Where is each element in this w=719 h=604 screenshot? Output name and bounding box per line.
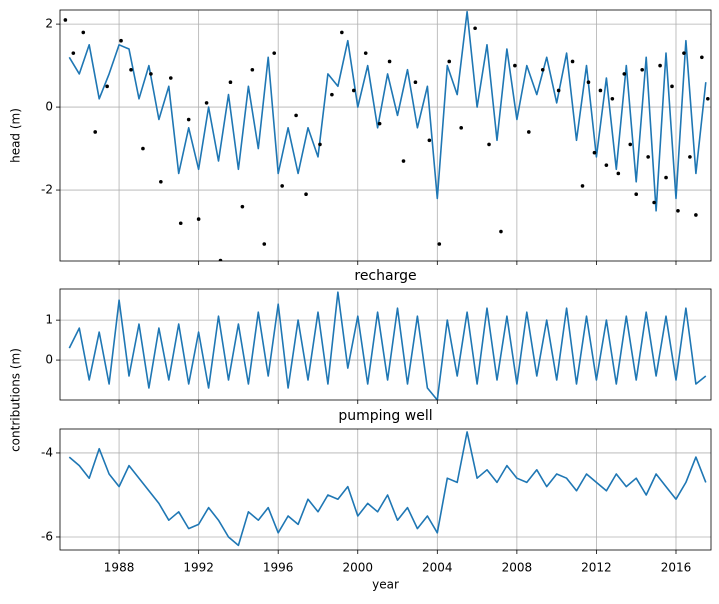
axes-frame	[59, 9, 712, 262]
observation	[682, 51, 686, 55]
observation	[377, 121, 382, 126]
observation	[294, 113, 298, 118]
observation	[527, 130, 531, 134]
observation	[610, 96, 615, 101]
observation	[706, 96, 710, 101]
x-tick-label: 2008	[502, 561, 533, 575]
y-tick-label: -4	[41, 445, 53, 459]
x-tick-label: 2012	[581, 561, 612, 575]
observation	[141, 146, 145, 151]
observation	[250, 67, 255, 72]
observation	[168, 76, 173, 80]
y-tick-label: 1	[45, 313, 53, 327]
observation	[646, 155, 650, 159]
observation	[413, 80, 418, 84]
axes-frame	[59, 428, 712, 551]
observation	[676, 209, 680, 213]
observation	[387, 59, 392, 64]
observation	[427, 138, 432, 143]
observation	[196, 217, 201, 221]
x-axis-label: year	[372, 578, 399, 592]
observation	[556, 88, 561, 93]
observation	[694, 213, 698, 217]
y-tick-label: 2	[45, 17, 53, 31]
observation	[218, 258, 223, 261]
observation	[580, 184, 585, 188]
observation	[513, 63, 517, 68]
x-tick-label: 1988	[104, 561, 135, 575]
observation	[262, 242, 267, 246]
observation	[447, 59, 452, 64]
observation	[700, 55, 704, 60]
y-tick-label: 0	[45, 100, 53, 114]
observation	[622, 72, 627, 76]
observation	[228, 80, 233, 84]
observation	[272, 51, 277, 55]
observation	[487, 142, 491, 147]
line	[68, 431, 707, 547]
observation	[129, 67, 133, 72]
axes-frame	[59, 288, 712, 401]
observation	[71, 51, 76, 55]
line	[68, 10, 707, 212]
subplot-title: pumping well	[338, 408, 432, 424]
observation	[604, 163, 609, 167]
plot-area	[63, 10, 710, 261]
observation	[598, 88, 603, 93]
observation	[178, 221, 183, 226]
y-axis-label: head (m)	[9, 108, 23, 163]
observation	[330, 92, 334, 97]
observation	[401, 159, 406, 163]
x-tick-label: 1996	[263, 561, 294, 575]
observation	[240, 204, 245, 209]
y-axis-label: contributions (m)	[9, 348, 23, 452]
plot-area	[68, 291, 707, 400]
observation	[159, 179, 163, 184]
observation	[204, 101, 209, 105]
observation	[105, 84, 109, 89]
observation	[437, 242, 442, 246]
y-tick-label: -2	[41, 183, 53, 197]
observation	[499, 229, 503, 234]
observation	[658, 63, 662, 68]
plot-area	[68, 431, 707, 547]
observation	[186, 117, 191, 122]
y-tick-label: 0	[45, 353, 53, 367]
observation	[688, 155, 692, 159]
observation	[119, 38, 123, 43]
observation	[586, 80, 591, 84]
observation	[616, 171, 621, 176]
observation	[473, 26, 477, 31]
observation	[351, 88, 356, 93]
observation	[640, 67, 644, 72]
observation	[340, 30, 344, 35]
y-tick-label: -6	[41, 529, 53, 543]
observation	[149, 72, 153, 76]
observation	[628, 142, 633, 147]
observation	[318, 142, 322, 147]
observation	[363, 51, 368, 55]
observation	[459, 126, 463, 130]
x-tick-label: 1992	[183, 561, 214, 575]
observation	[670, 84, 674, 89]
observation	[63, 18, 68, 22]
observation	[592, 150, 597, 155]
observation	[280, 184, 284, 188]
line	[68, 291, 707, 400]
observation	[304, 192, 308, 197]
observation	[540, 67, 545, 72]
observation	[570, 59, 575, 64]
observation	[93, 130, 98, 134]
x-tick-label: 2004	[422, 561, 453, 575]
observation	[634, 192, 639, 197]
subplot-title: recharge	[354, 268, 416, 284]
observation	[81, 30, 86, 35]
x-tick-label: 2016	[661, 561, 692, 575]
x-tick-label: 2000	[342, 561, 373, 575]
observation	[664, 175, 668, 180]
observation	[652, 200, 656, 205]
